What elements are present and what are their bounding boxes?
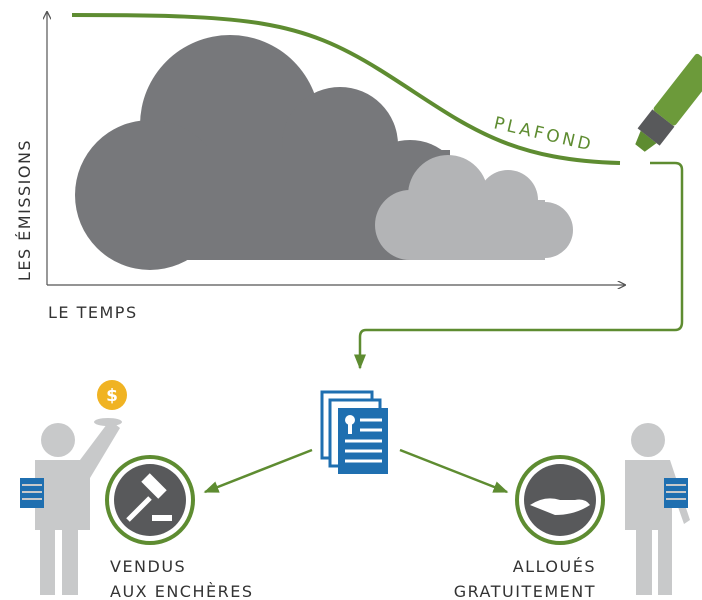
coin-label: $ [106,386,118,406]
left-label-2: AUX ENCHÈRES [110,582,253,600]
diagram: LES ÉMISSIONS LE TEMPS PLAFOND [0,0,702,600]
right-label-2: GRATUITEMENT [454,582,596,600]
y-axis-label: LES ÉMISSIONS [15,139,34,281]
permits-icon [322,392,388,474]
cap-label: PLAFOND [492,113,596,155]
x-axis-label: LE TEMPS [48,303,138,322]
person-right [625,423,690,595]
arrow-left [205,450,312,492]
right-label-1: ALLOUÉS [513,557,596,576]
free-icon [517,457,603,543]
left-label-1: VENDUS [110,557,186,576]
auction-icon [107,457,193,543]
marker-pen [629,53,702,157]
arrow-right [400,450,507,492]
